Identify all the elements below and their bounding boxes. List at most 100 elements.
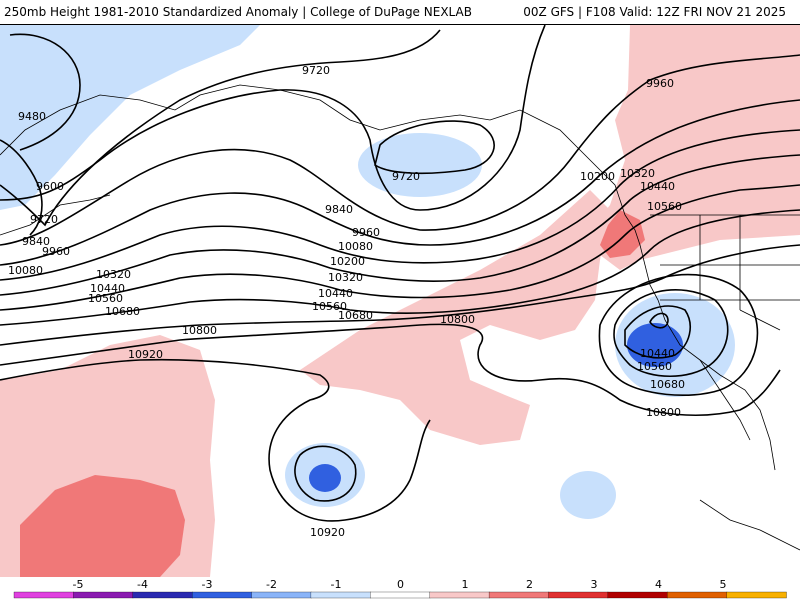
strong-positive-anomaly-oregon [600, 210, 645, 258]
colorbar-swatch [73, 591, 134, 599]
label-10080-west: 10080 [8, 264, 43, 277]
colorbar-tick-label: 5 [720, 578, 727, 591]
label-9600: 9600 [36, 180, 64, 193]
alaska-coast [0, 84, 601, 171]
positive-anomaly-canada [590, 25, 800, 270]
label-10800-west: 10800 [182, 324, 217, 337]
label-9480: 9480 [18, 110, 46, 123]
map-panel: 9480 9600 9720 9720 9720 9840 9840 9960 … [0, 25, 800, 577]
contour-10080 [0, 99, 800, 266]
negative-anomaly-alaska [358, 133, 482, 197]
label-9840-center: 9840 [325, 203, 353, 216]
colorbar-swatch [607, 591, 668, 599]
label-9720-alaska: 9720 [392, 170, 420, 183]
contour-9600 [0, 139, 43, 236]
anomaly-shading [0, 25, 800, 577]
contour-10920-west [0, 358, 431, 522]
colorbar-swatch [667, 591, 728, 599]
label-9840-west: 9840 [22, 235, 50, 248]
map-title: 250mb Height 1981-2010 Standardized Anom… [4, 5, 472, 19]
contour-10560 [0, 209, 800, 326]
label-10680-center: 10680 [338, 309, 373, 322]
colorbar-graphic: -5 -4 -3 -2 -1 0 1 2 3 4 5 [0, 577, 800, 600]
label-10800-center: 10800 [440, 313, 475, 326]
contour-labels: 9480 9600 9720 9720 9720 9840 9840 9960 … [8, 64, 685, 539]
contour-california-low-10680 [598, 273, 759, 396]
colorbar-swatch [370, 591, 431, 599]
label-9720-north: 9720 [302, 64, 330, 77]
colorbar-tick-label: -2 [266, 578, 277, 591]
contour-9840 [0, 25, 546, 211]
negative-anomaly-northwest [0, 25, 260, 210]
contour-9720-alaska [374, 120, 495, 175]
label-10440-west: 10440 [90, 282, 125, 295]
label-10920-west: 10920 [128, 348, 163, 361]
colorbar-labels: -5 -4 -3 -2 -1 0 1 2 3 4 5 [73, 578, 727, 591]
label-10080-center: 10080 [338, 240, 373, 253]
negative-anomaly-east-pacific [560, 471, 616, 519]
colorbar-tick-label: 2 [526, 578, 533, 591]
run-info: 00Z GFS | F108 Valid: 12Z FRI NOV 21 202… [523, 5, 786, 19]
colorbar-swatch [132, 591, 193, 599]
contour-10320 [0, 154, 800, 296]
aleutian-chain [0, 194, 111, 236]
positive-anomaly-band [300, 190, 610, 445]
colorbar-tick-label: 1 [462, 578, 469, 591]
label-10440-low: 10440 [640, 347, 675, 360]
colorbar-swatches [13, 591, 787, 599]
label-10560-coast: 10560 [647, 200, 682, 213]
state-borders [660, 215, 800, 331]
anomaly-map: 9480 9600 9720 9720 9720 9840 9840 9960 … [0, 25, 800, 577]
contour-california-low-10440 [624, 305, 691, 359]
colorbar-swatch [488, 591, 550, 599]
colorbar-tick-label: 3 [591, 578, 598, 591]
label-10920-hawaii: 10920 [310, 526, 345, 539]
colorbar-tick-label: 0 [397, 578, 404, 591]
label-10440-coast: 10440 [640, 180, 675, 193]
label-10320-west: 10320 [96, 268, 131, 281]
colorbar-tick-label: -5 [73, 578, 84, 591]
colorbar-tick-label: 4 [655, 578, 662, 591]
baja-coast [699, 359, 751, 441]
contour-9480 [9, 33, 81, 151]
colorbar-swatch [13, 591, 75, 599]
contour-9960 [0, 54, 800, 246]
mexico-coast [699, 499, 800, 551]
label-10680-low: 10680 [650, 378, 685, 391]
colorbar-swatch [251, 591, 312, 599]
colorbar-tick-label: -4 [137, 578, 148, 591]
contour-9720-west [0, 29, 441, 227]
strong-negative-anomaly-hawaii [309, 464, 341, 492]
label-10560-west: 10560 [88, 292, 123, 305]
colorbar: -5 -4 -3 -2 -1 0 1 2 3 4 5 [0, 577, 800, 600]
label-10200-center: 10200 [330, 255, 365, 268]
colorbar-tick-label: -1 [331, 578, 342, 591]
label-9960-west: 9960 [42, 245, 70, 258]
colorbar-swatch [310, 591, 371, 599]
strong-positive-anomaly-southwest [20, 475, 185, 577]
height-contours [0, 25, 800, 522]
label-10680-west: 10680 [105, 305, 140, 318]
label-9960-canada: 9960 [646, 77, 674, 90]
bc-coast [599, 169, 646, 266]
contour-california-low-10560 [613, 289, 729, 378]
label-10560-low: 10560 [637, 360, 672, 373]
label-10320-coast: 10320 [620, 167, 655, 180]
coastlines [0, 84, 800, 551]
label-10560-center: 10560 [312, 300, 347, 313]
contour-10440 [0, 184, 800, 311]
contour-10800 [0, 323, 781, 416]
contour-california-inner [649, 312, 669, 329]
label-10200-coast: 10200 [580, 170, 615, 183]
title-bar: 250mb Height 1981-2010 Standardized Anom… [0, 0, 800, 25]
label-9720-west: 9720 [30, 213, 58, 226]
colorbar-swatch [548, 591, 609, 599]
label-9960-center: 9960 [352, 226, 380, 239]
contour-10680 [0, 244, 800, 346]
label-10800-east: 10800 [646, 406, 681, 419]
colorbar-swatch [429, 591, 490, 599]
contour-hawaii-closed [294, 445, 357, 502]
colorbar-swatch [192, 591, 253, 599]
label-10320-center: 10320 [328, 271, 363, 284]
colorbar-tick-label: -3 [202, 578, 213, 591]
